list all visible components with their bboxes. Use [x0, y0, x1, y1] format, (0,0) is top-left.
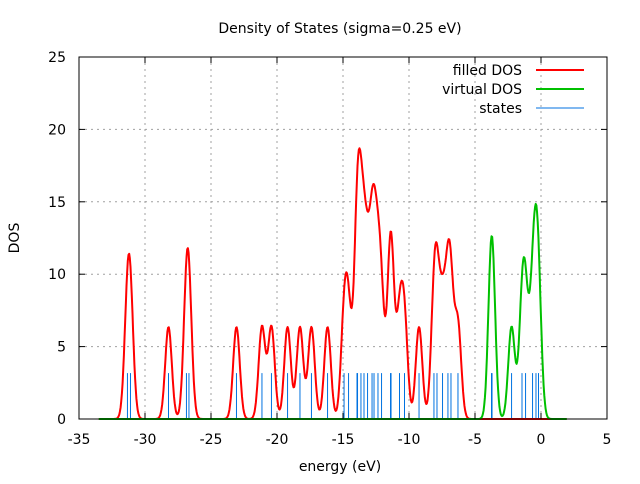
legend-label: filled DOS — [453, 63, 522, 79]
x-tick-label: -15 — [332, 432, 355, 448]
x-tick-label: -25 — [200, 432, 223, 448]
legend-label: states — [479, 101, 522, 117]
x-tick-label: -5 — [468, 432, 482, 448]
x-tick-label: -20 — [266, 432, 289, 448]
y-tick-label: 15 — [48, 195, 66, 211]
x-tick-label: 5 — [603, 432, 612, 448]
x-axis-label: energy (eV) — [299, 459, 381, 475]
x-tick-label: 0 — [537, 432, 546, 448]
y-tick-label: 20 — [48, 122, 66, 138]
chart-title: Density of States (sigma=0.25 eV) — [218, 21, 461, 37]
legend-label: virtual DOS — [442, 82, 522, 98]
y-tick-label: 10 — [48, 267, 66, 283]
state-markers — [126, 373, 539, 419]
grid — [79, 57, 607, 419]
legend: filled DOS virtual DOS states — [442, 63, 584, 117]
x-tick-label: -30 — [134, 432, 157, 448]
y-tick-label: 0 — [57, 412, 66, 428]
y-tick-label: 25 — [48, 50, 66, 66]
y-axis-label: DOS — [7, 223, 23, 254]
x-tick-label: -10 — [398, 432, 421, 448]
y-tick-label: 5 — [57, 340, 66, 356]
x-tick-label: -35 — [68, 432, 91, 448]
axis-ticks: -35 -30 -25 -20 -15 -10 -5 0 5 0 5 10 15 20 25 — [48, 50, 611, 448]
